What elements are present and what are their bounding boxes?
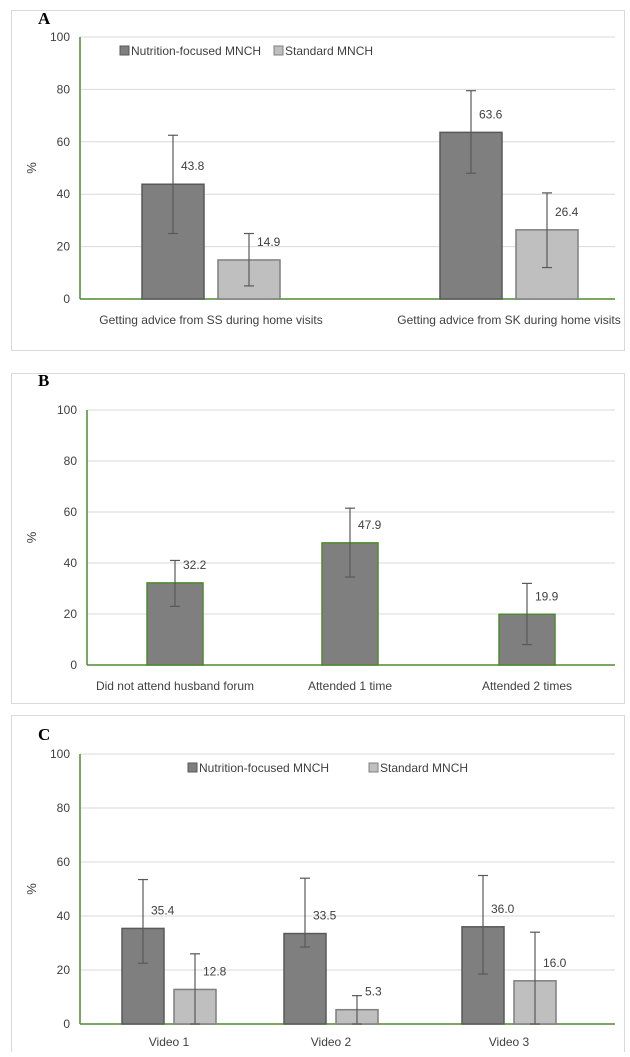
- legend-label: Standard MNCH: [380, 761, 468, 775]
- data-label: 14.9: [257, 235, 281, 249]
- y-tick-label: 0: [70, 658, 77, 672]
- data-label: 5.3: [365, 985, 382, 999]
- x-category-label: Video 3: [489, 1035, 530, 1049]
- data-label: 12.8: [203, 964, 227, 978]
- y-tick-label: 80: [57, 82, 71, 96]
- y-tick-label: 80: [57, 801, 71, 815]
- legend-swatch: [368, 762, 379, 773]
- x-category-label: Getting advice from SK during home visit…: [397, 313, 620, 327]
- x-category-label: Attended 2 times: [482, 679, 572, 693]
- x-category-label: Did not attend husband forum: [96, 679, 254, 693]
- x-category-label: Attended 1 time: [308, 679, 392, 693]
- data-label: 36.0: [491, 902, 515, 916]
- legend-swatch: [273, 45, 284, 56]
- data-label: 43.8: [181, 159, 205, 173]
- data-label: 63.6: [479, 107, 503, 121]
- legend-label: Nutrition-focused MNCH: [199, 761, 329, 775]
- panel-letter: A: [38, 9, 51, 28]
- y-axis-label: %: [24, 162, 39, 174]
- data-label: 19.9: [535, 589, 559, 603]
- y-axis-label: %: [24, 531, 39, 543]
- y-tick-label: 60: [57, 855, 71, 869]
- panel-letter: B: [38, 371, 49, 390]
- y-tick-label: 0: [63, 1017, 70, 1031]
- y-tick-label: 100: [50, 30, 70, 44]
- data-label: 47.9: [358, 518, 382, 532]
- y-tick-label: 40: [57, 909, 71, 923]
- y-tick-label: 0: [63, 292, 70, 306]
- panel-frame: [11, 373, 625, 704]
- legend-swatch: [187, 762, 198, 773]
- y-tick-label: 100: [57, 403, 77, 417]
- data-label: 35.4: [151, 903, 175, 917]
- y-tick-label: 60: [57, 135, 71, 149]
- data-label: 33.5: [313, 909, 337, 923]
- chart-panel-b: B 0 20 40 60 80 100% 32.2 Did not attend husband…: [11, 371, 625, 704]
- y-tick-label: 60: [64, 505, 78, 519]
- data-label: 26.4: [555, 205, 579, 219]
- y-axis-label: %: [24, 883, 39, 895]
- x-category-label: Video 2: [311, 1035, 352, 1049]
- chart-panel-c: C 0 20 40 60 80 100% 35.4 12.8 Video 1 33.5 5.3 Vide…: [11, 715, 625, 1053]
- legend-label: Standard MNCH: [285, 44, 373, 58]
- x-category-label: Video 1: [149, 1035, 190, 1049]
- data-label: 32.2: [183, 558, 207, 572]
- panel-letter: C: [38, 725, 50, 744]
- y-tick-label: 40: [64, 556, 78, 570]
- legend-label: Nutrition-focused MNCH: [131, 44, 261, 58]
- data-label: 16.0: [543, 956, 567, 970]
- chart-panel-a: A 0 20 40 60 80 100% 43.8 14.9 Getting advice fro…: [11, 9, 625, 351]
- y-tick-label: 80: [64, 454, 78, 468]
- y-tick-label: 100: [50, 747, 70, 761]
- y-tick-label: 20: [57, 963, 71, 977]
- x-category-label: Getting advice from SS during home visit…: [99, 313, 322, 327]
- y-tick-label: 20: [57, 240, 71, 254]
- panel-frame: [11, 10, 625, 351]
- y-tick-label: 40: [57, 187, 71, 201]
- y-tick-label: 20: [64, 607, 78, 621]
- legend-swatch: [119, 45, 130, 56]
